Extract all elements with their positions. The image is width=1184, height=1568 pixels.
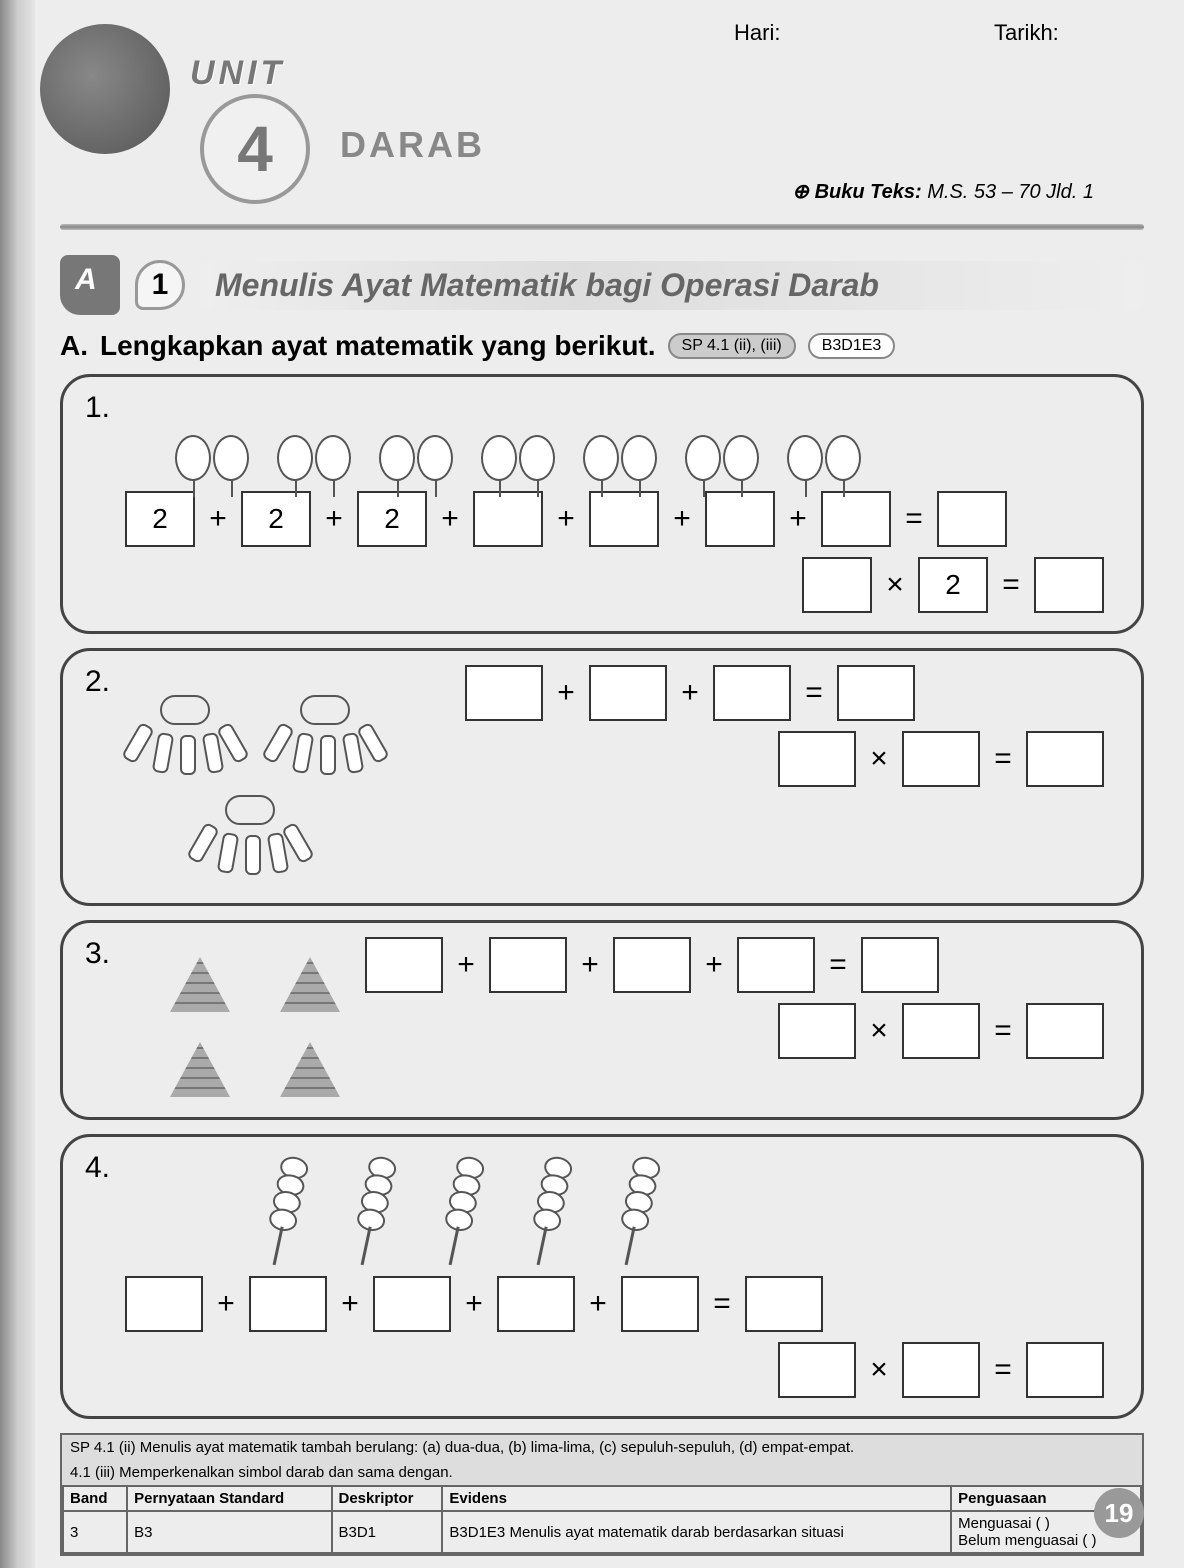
mascot-icon <box>40 24 170 154</box>
q3-number: 3. <box>85 937 110 971</box>
q1-balloons <box>175 391 1119 481</box>
footer: SP 4.1 (ii) Menulis ayat matematik tamba… <box>60 1433 1144 1556</box>
page-number: 19 <box>1094 1488 1144 1538</box>
section-number: 1 <box>135 260 185 310</box>
answer-box[interactable] <box>249 1276 327 1332</box>
q4-skewers <box>255 1151 1119 1266</box>
answer-box[interactable] <box>902 1342 980 1398</box>
tarikh-label: Tarikh: <box>994 20 1114 46</box>
answer-box[interactable] <box>373 1276 451 1332</box>
answer-box[interactable] <box>621 1276 699 1332</box>
question-3: 3. + + + = × = <box>60 920 1144 1120</box>
unit-header: UNIT 4 DARAB ⊕ Buku Teks: M.S. 53 – 70 J… <box>60 54 1144 214</box>
q1-addition: 2+ 2+ 2+ + + + = <box>125 491 1119 547</box>
standards-table: BandPernyataan StandardDeskriptorEvidens… <box>62 1485 1142 1554</box>
q4-number: 4. <box>85 1151 110 1185</box>
q3-multiplication: × = <box>365 1003 1104 1059</box>
section-title: Menulis Ayat Matematik bagi Operasi Dara… <box>200 261 1144 310</box>
answer-box[interactable] <box>365 937 443 993</box>
answer-box[interactable] <box>902 731 980 787</box>
header-divider <box>60 224 1144 230</box>
instruction-text: Lengkapkan ayat matematik yang berikut. <box>100 330 656 362</box>
question-4: 4. + + + + = × = <box>60 1134 1144 1419</box>
section-icon <box>60 255 120 315</box>
answer-box[interactable] <box>489 937 567 993</box>
answer-box[interactable] <box>1026 731 1104 787</box>
answer-box[interactable] <box>802 557 872 613</box>
instruction: A. Lengkapkan ayat matematik yang beriku… <box>60 330 1144 362</box>
answer-box[interactable] <box>125 1276 203 1332</box>
answer-box[interactable] <box>821 491 891 547</box>
answer-box[interactable] <box>737 937 815 993</box>
answer-box[interactable] <box>589 491 659 547</box>
answer-box[interactable] <box>1034 557 1104 613</box>
answer-box[interactable] <box>778 1003 856 1059</box>
answer-box[interactable]: 2 <box>241 491 311 547</box>
answer-box[interactable] <box>465 665 543 721</box>
q2-keyrings <box>125 665 425 785</box>
answer-box[interactable]: 2 <box>918 557 988 613</box>
answer-box[interactable] <box>705 491 775 547</box>
unit-title: DARAB <box>340 124 485 166</box>
answer-box[interactable] <box>778 1342 856 1398</box>
instruction-letter: A. <box>60 330 88 362</box>
answer-box[interactable] <box>937 491 1007 547</box>
answer-box[interactable] <box>497 1276 575 1332</box>
answer-box[interactable] <box>589 665 667 721</box>
answer-box[interactable] <box>745 1276 823 1332</box>
answer-box[interactable] <box>1026 1342 1104 1398</box>
answer-box[interactable] <box>778 731 856 787</box>
q4-addition: + + + + = <box>125 1276 1119 1332</box>
q2-multiplication: × = <box>425 731 1104 787</box>
unit-number: 4 <box>200 94 310 204</box>
question-1: 1. 2+ 2+ 2+ + + + = × 2= <box>60 374 1144 634</box>
sp-text: SP 4.1 (ii) Menulis ayat matematik tamba… <box>62 1435 1142 1460</box>
question-2: 2. + <box>60 648 1144 906</box>
answer-box[interactable]: 2 <box>357 491 427 547</box>
answer-box[interactable] <box>1026 1003 1104 1059</box>
q1-number: 1. <box>85 391 110 425</box>
top-fields: Hari: Tarikh: <box>60 20 1144 46</box>
hari-label: Hari: <box>734 20 854 46</box>
unit-label: UNIT <box>190 54 285 93</box>
q4-multiplication: × = <box>85 1342 1104 1398</box>
answer-box[interactable] <box>902 1003 980 1059</box>
section-header: 1 Menulis Ayat Matematik bagi Operasi Da… <box>60 255 1144 315</box>
buku-teks: ⊕ Buku Teks: M.S. 53 – 70 Jld. 1 <box>792 179 1094 204</box>
answer-box[interactable] <box>837 665 915 721</box>
answer-box[interactable] <box>861 937 939 993</box>
answer-box[interactable] <box>613 937 691 993</box>
q1-multiplication: × 2= <box>85 557 1104 613</box>
answer-box[interactable] <box>473 491 543 547</box>
answer-box[interactable]: 2 <box>125 491 195 547</box>
answer-box[interactable] <box>713 665 791 721</box>
q3-addition: + + + = <box>365 937 1119 993</box>
q2-addition: + + = <box>465 665 1119 721</box>
sp-text2: 4.1 (iii) Memperkenalkan simbol darab da… <box>62 1460 1142 1485</box>
q2-number: 2. <box>85 665 110 699</box>
code-badge: B3D1E3 <box>808 333 896 359</box>
sp-badge: SP 4.1 (ii), (iii) <box>668 333 796 359</box>
